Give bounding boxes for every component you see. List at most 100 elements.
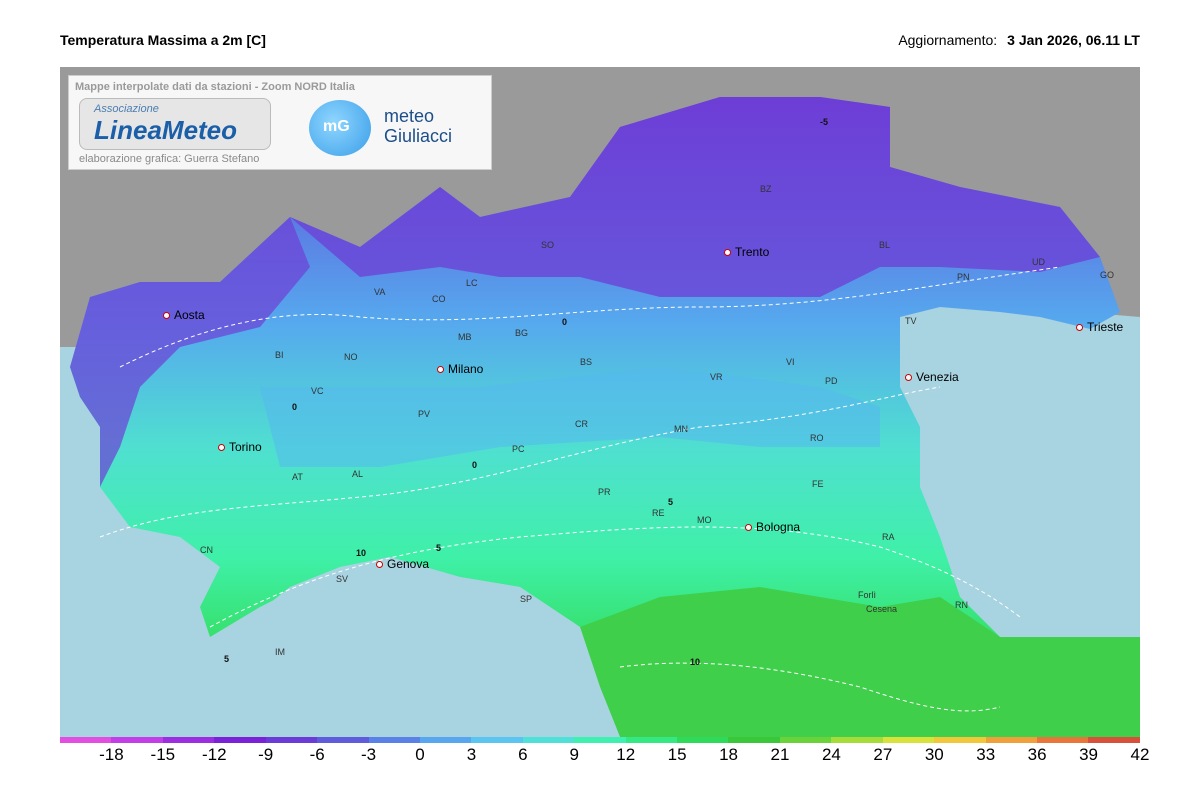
colorbar-tick-label: 6 [518,745,528,764]
isotherm-label: 10 [356,548,367,558]
colorbar-tick-label: -12 [201,745,227,764]
isotherm-label: 10 [690,657,701,667]
city-label: Trieste [1076,320,1123,334]
colorbar-tick-label: 36 [1027,745,1047,764]
province-label: Cesena [866,604,898,614]
temperature-colorbar [60,737,1140,743]
colorbar-swatch [677,737,729,743]
city-label: Milano [437,362,483,376]
province-label: CR [575,419,588,429]
colorbar-tick-label: -9 [258,745,274,764]
isotherm-0 [99,386,941,538]
province-label: TV [905,316,917,326]
colorbar-swatch [728,737,780,743]
colorbar-ticks: -18 -15 -12 -9 -6 -3 0 3 6 9 12 15 18 21 24 27 30 33 36 39 4… [60,745,1149,767]
city-label: Bologna [745,520,800,534]
credits-title: Mappe interpolate dati da stazioni - Zoo… [75,81,355,93]
isotherm-label: 0 [292,402,298,412]
meteogiuliacci-logo: mG meteo Giuliacci [309,98,479,158]
credits-box: Mappe interpolate dati da stazioni - Zoo… [68,75,492,170]
province-label: AT [292,472,303,482]
land-alps-cold [290,97,1100,297]
province-label: VI [786,357,795,367]
province-label: FE [812,479,824,489]
lineameteo-logo-big: LineaMeteo [94,115,238,145]
isotherm-label: 0 [472,460,478,470]
isotherm-10 [619,662,1001,712]
colorbar-swatch [1037,737,1089,743]
meteogiuliacci-word2: Giuliacci [384,126,453,146]
province-label: VA [374,287,386,297]
province-label: IM [275,647,285,657]
colorbar-tick-label: 12 [616,745,636,764]
colorbar-tick-label: 15 [667,745,687,764]
meteogiuliacci-bubble-icon [309,100,371,156]
lineameteo-logo: Associazione LineaMeteo [79,98,271,150]
colorbar-swatch [831,737,883,743]
province-label: SV [336,574,349,584]
province-label: NO [344,352,358,362]
colorbar-tick-label: -6 [309,745,325,764]
city-label: Genova [376,557,429,571]
colorbar-swatch [985,737,1038,743]
update-info: Aggiornamento: 3 Jan 2026, 06.11 LT [898,32,1140,48]
isotherm-label: -5 [820,117,829,127]
province-label: UD [1032,257,1045,267]
province-label: MO [697,515,712,525]
province-label: RE [652,508,665,518]
colorbar-swatch [522,737,575,743]
city-label: Trento [724,245,769,259]
meteogiuliacci-mark: mG [323,118,350,135]
colorbar-tick-label: -15 [150,745,176,764]
colorbar-tick-label: 9 [569,745,580,764]
province-label: RO [810,433,824,443]
colorbar-tick-label: 39 [1079,745,1099,764]
map-shapes [60,97,1140,737]
province-label: PC [512,444,525,454]
province-label: MN [674,424,688,434]
colorbar-swatch [214,737,266,743]
province-label: BI [275,350,284,360]
province-label: GO [1100,270,1115,280]
colorbar-swatch [317,737,369,743]
colorbar-tick-label: -3 [361,745,377,764]
credits-author: elaborazione grafica: Guerra Stefano [79,153,260,165]
colorbar-swatch [779,737,832,743]
isotherm-label: 5 [224,654,230,664]
colorbar-tick-label: 18 [719,745,739,764]
colorbar-tick-label: 24 [821,745,841,764]
province-label: BG [515,328,529,338]
colorbar-swatch [419,737,472,743]
colorbar-swatch [111,737,163,743]
province-label: RA [882,532,895,542]
province-label: Forlì [858,590,876,600]
province-label: LC [466,278,478,288]
page-title: Temperatura Massima a 2m [C] [60,32,266,48]
colorbar-tick-label: 0 [415,745,425,764]
province-label: PR [598,487,611,497]
isotherm-label: 0 [562,317,568,327]
province-label: PV [418,409,431,419]
province-label: AL [352,469,364,479]
colorbar-tick-label: 30 [924,745,944,764]
colorbar-swatch [1088,737,1140,743]
province-label: VC [311,386,324,396]
colorbar-swatch [574,737,626,743]
colorbar-tick-label: 42 [1130,745,1150,764]
land-peninsula [580,587,1140,737]
province-label: CN [200,545,213,555]
coast-ligurian [60,557,620,737]
province-label: BS [580,357,593,367]
province-label: VR [710,372,723,382]
colorbar-swatch [625,737,678,743]
province-label: PN [957,272,970,282]
province-label: BL [879,240,891,250]
colorbar-swatch [934,737,986,743]
land-po-valley-cool [260,367,880,467]
temperature-map [60,67,1140,737]
province-label: SO [541,240,555,250]
city-label: Torino [218,440,262,454]
province-label: BZ [760,184,772,194]
colorbar-tick-label: 33 [976,745,996,764]
lineameteo-logo-small: Associazione [94,103,159,115]
